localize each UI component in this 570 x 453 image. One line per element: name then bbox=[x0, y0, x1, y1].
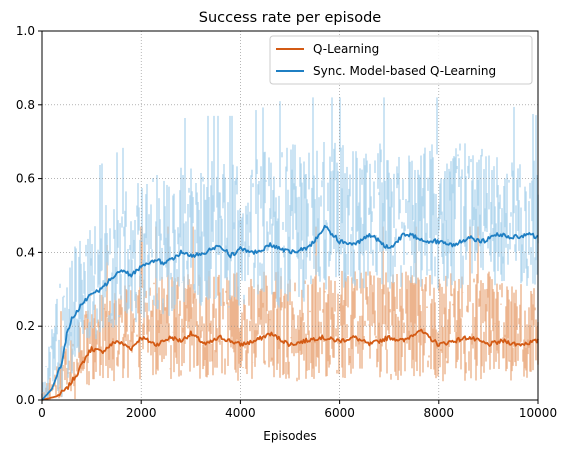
series-line-sync-model-based bbox=[41, 224, 539, 401]
moving-average-layer bbox=[41, 224, 539, 401]
legend-label-sync-model-based: Sync. Model-based Q-Learning bbox=[313, 64, 496, 78]
y-tick-label: 0.8 bbox=[16, 98, 35, 112]
chart-title: Success rate per episode bbox=[199, 10, 382, 26]
x-axis-label: Episodes bbox=[263, 429, 316, 443]
raw-series-1 bbox=[41, 97, 539, 400]
x-tick-label: 10000 bbox=[519, 406, 557, 420]
series-line-q-learning bbox=[41, 328, 539, 401]
y-tick-label: 0.2 bbox=[16, 319, 35, 333]
raw-series-0 bbox=[41, 226, 539, 400]
legend: Q-Learning Sync. Model-based Q-Learning bbox=[269, 35, 533, 85]
x-tick-label: 4000 bbox=[225, 406, 256, 420]
plot-frame bbox=[41, 30, 539, 401]
raw-data-layer bbox=[41, 97, 539, 400]
y-tick-label: 1.0 bbox=[16, 24, 35, 38]
y-tick-label: 0.6 bbox=[16, 172, 35, 186]
legend-box bbox=[269, 35, 533, 85]
y-tick-label: 0.4 bbox=[16, 245, 35, 259]
x-tick-label: 2000 bbox=[126, 406, 157, 420]
y-tick-label: 0.0 bbox=[16, 393, 35, 407]
legend-label-q-learning: Q-Learning bbox=[313, 42, 379, 56]
x-tick-label: 0 bbox=[38, 406, 46, 420]
x-tick-label: 6000 bbox=[324, 406, 355, 420]
x-tick-label: 8000 bbox=[424, 406, 455, 420]
tick-layer: 0 2000 4000 6000 8000 10000 0.0 0.2 0.4 0.6 0.8 1.0 bbox=[16, 24, 557, 420]
